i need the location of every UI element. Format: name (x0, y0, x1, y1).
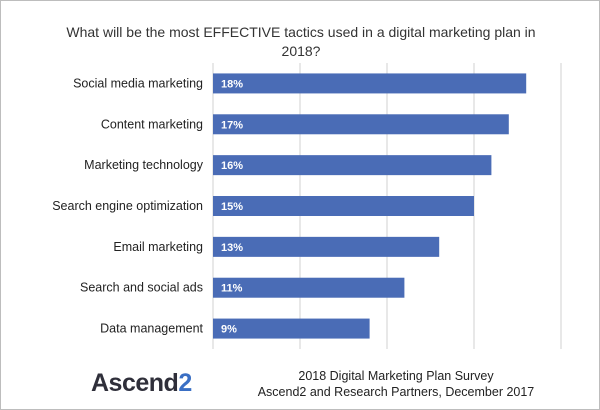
bar (213, 236, 440, 257)
logo-number: 2 (178, 369, 192, 397)
bar (213, 318, 370, 339)
source-note: 2018 Digital Marketing Plan Survey Ascen… (251, 368, 541, 400)
category-label: Marketing technology (84, 158, 204, 172)
bar (213, 155, 492, 176)
value-label: 15% (221, 201, 243, 213)
category-label: Search engine optimization (52, 199, 203, 213)
logo-text: Ascend (91, 369, 179, 397)
bar (213, 277, 405, 298)
value-label: 11% (221, 283, 243, 295)
bar (213, 73, 527, 94)
bars-layer (213, 73, 527, 339)
value-label: 13% (221, 242, 243, 254)
ascend2-logo: Ascend2 (91, 369, 192, 398)
bar (213, 196, 474, 216)
labels-layer: 18% Social media marketing 17% Content mark… (52, 76, 243, 335)
category-label: Email marketing (113, 240, 203, 254)
value-label: 16% (221, 160, 243, 172)
category-label: Social media marketing (73, 76, 203, 90)
source-line-1: 2018 Digital Marketing Plan Survey (298, 369, 494, 383)
category-label: Content marketing (101, 117, 203, 131)
bar (213, 114, 509, 135)
category-label: Data management (100, 322, 203, 336)
value-label: 17% (221, 119, 243, 131)
chart-title: What will be the most EFFECTIVE tactics … (66, 24, 536, 59)
source-line-2: Ascend2 and Research Partners, December … (257, 385, 535, 399)
category-label: Search and social ads (80, 281, 203, 295)
value-label: 18% (221, 78, 243, 90)
value-label: 9% (221, 324, 237, 336)
